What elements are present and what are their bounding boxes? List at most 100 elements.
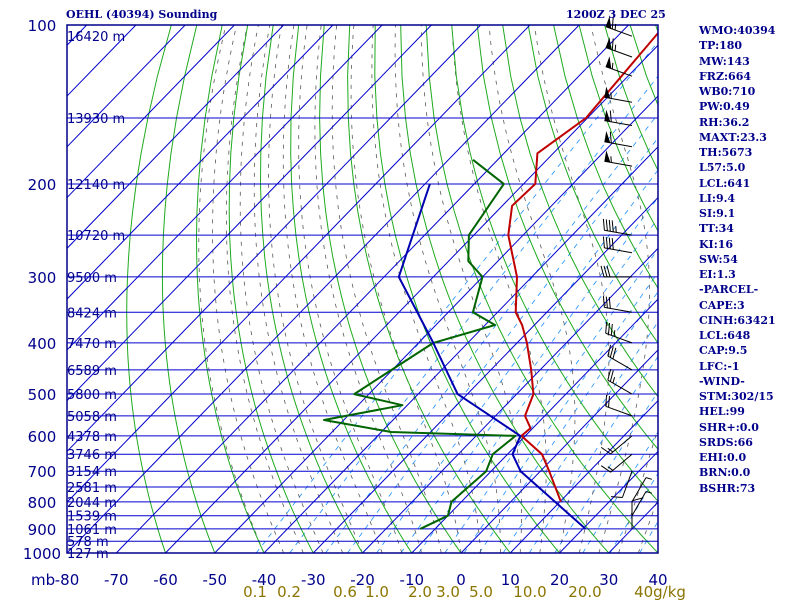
isotherm bbox=[411, 298, 658, 553]
wind-barb bbox=[605, 56, 633, 77]
wind-barb-flag bbox=[606, 265, 611, 278]
wind-barb bbox=[602, 236, 633, 254]
height-label: 3746 m bbox=[67, 448, 117, 463]
height-label: 8424 m bbox=[67, 306, 117, 321]
index-item: HEL:99 bbox=[699, 405, 745, 419]
pressure-axis-unit: mb bbox=[31, 571, 55, 589]
index-item: L57:5.0 bbox=[699, 161, 746, 175]
index-item: PW:0.49 bbox=[699, 100, 750, 114]
temperature-tick-label: 30 bbox=[599, 571, 618, 589]
sounding-time: 1200Z 3 DEC 25 bbox=[566, 8, 666, 21]
wind-barb-pennant bbox=[604, 131, 611, 143]
isotherm bbox=[67, 25, 482, 453]
isotherm bbox=[214, 95, 658, 553]
pressure-tick-label: 700 bbox=[28, 463, 57, 481]
wind-barb-half-flag bbox=[607, 466, 614, 471]
wind-barb bbox=[604, 131, 633, 148]
wind-barb-flag bbox=[600, 465, 611, 473]
height-label: 10720 m bbox=[67, 229, 125, 244]
wind-barb-staff bbox=[604, 160, 633, 167]
height-label: 2044 m bbox=[67, 496, 117, 511]
height-label: 12140 m bbox=[67, 178, 125, 193]
wind-barb-staff bbox=[631, 477, 647, 503]
height-label: 578 m bbox=[67, 535, 109, 550]
mixing-ratio-label: 1.0 bbox=[365, 583, 389, 600]
isotherm bbox=[67, 25, 235, 199]
pressure-tick-label: 500 bbox=[28, 386, 57, 404]
wind-barb-flag bbox=[602, 296, 605, 308]
wind-barb-half-flag bbox=[614, 23, 617, 31]
wind-barb-half-flag bbox=[645, 477, 653, 480]
wind-barb-flag bbox=[608, 219, 611, 232]
moist-adiabat bbox=[212, 25, 285, 553]
height-label: 5058 m bbox=[67, 410, 117, 425]
isotherm bbox=[67, 25, 383, 351]
isotherm bbox=[67, 25, 531, 503]
index-item: MW:143 bbox=[699, 54, 750, 68]
height-label: 2581 m bbox=[67, 481, 117, 496]
index-item: CAPE:3 bbox=[699, 298, 745, 312]
index-item: WB0:710 bbox=[699, 85, 756, 98]
index-item: SRDS:66 bbox=[699, 435, 753, 449]
wind-barb-staff bbox=[604, 96, 633, 103]
wind-barb-pennant bbox=[604, 109, 611, 122]
mixing-ratio-label: 0.2 bbox=[277, 583, 301, 600]
mixing-ratio-label: 10.0 bbox=[513, 583, 546, 600]
temperature-tick-label: -60 bbox=[153, 571, 178, 589]
moist-adiabat bbox=[298, 25, 403, 553]
dry-adiabat bbox=[374, 25, 560, 553]
wind-barb-staff bbox=[604, 247, 633, 254]
index-item: BRN:0.0 bbox=[699, 466, 751, 480]
moist-adiabat bbox=[590, 25, 650, 553]
height-label: 5800 m bbox=[67, 388, 117, 403]
index-item: TP:180 bbox=[699, 39, 743, 53]
wind-barb bbox=[600, 435, 633, 455]
index-item: SHR+:0.0 bbox=[699, 420, 759, 434]
wind-barb bbox=[605, 394, 633, 417]
temperature-profile bbox=[507, 31, 658, 503]
isotherm bbox=[67, 25, 285, 250]
wind-barb bbox=[604, 86, 633, 103]
wind-barb bbox=[611, 471, 633, 498]
height-label: 4378 m bbox=[67, 430, 117, 445]
isotherm bbox=[559, 450, 658, 553]
wind-barb-staff bbox=[607, 379, 633, 395]
wind-barb-flag bbox=[608, 237, 611, 249]
wind-barb bbox=[605, 321, 633, 344]
moist-adiabat bbox=[451, 25, 547, 553]
pressure-tick-label: 900 bbox=[28, 521, 57, 539]
temperature-tick-label: 10 bbox=[501, 571, 520, 589]
wind-barb bbox=[602, 218, 633, 236]
mixing-ratio-label: 0.1 bbox=[243, 583, 267, 600]
wind-barb-staff bbox=[605, 332, 633, 344]
wind-barb-flag bbox=[605, 219, 608, 231]
wind-barb-staff bbox=[605, 47, 633, 58]
moist-adiabat bbox=[282, 25, 383, 553]
wind-barb-pennant bbox=[605, 56, 612, 69]
wind-barb-flag bbox=[600, 265, 605, 278]
wind-barb-flag bbox=[609, 346, 614, 358]
dry-adiabat bbox=[259, 25, 363, 553]
index-item: EHI:0.0 bbox=[699, 451, 747, 464]
wind-barb-staff bbox=[621, 471, 633, 498]
wind-barb bbox=[605, 16, 633, 37]
isotherm bbox=[67, 25, 432, 402]
index-item: WMO:40394 bbox=[699, 24, 776, 37]
height-label: 1061 m bbox=[67, 523, 117, 538]
index-item: TT:34 bbox=[699, 222, 734, 236]
isotherm bbox=[509, 399, 658, 553]
height-label: 1539 m bbox=[67, 510, 117, 525]
wind-barb-flag bbox=[609, 110, 612, 122]
wind-barb-flag bbox=[603, 265, 608, 278]
wind-barb-flag bbox=[611, 38, 614, 50]
index-item: -PARCEL- bbox=[699, 283, 759, 297]
wind-barb-flag bbox=[611, 496, 623, 498]
isotherm bbox=[263, 146, 658, 553]
temperature-tick-label: -50 bbox=[203, 571, 228, 589]
wind-barb-flag bbox=[607, 344, 612, 357]
plot-area bbox=[67, 25, 658, 553]
wind-barb-half-flag bbox=[611, 62, 614, 70]
wind-barb-staff bbox=[607, 355, 633, 371]
wind-barb bbox=[631, 497, 644, 529]
pressure-tick-label: 300 bbox=[28, 269, 57, 287]
